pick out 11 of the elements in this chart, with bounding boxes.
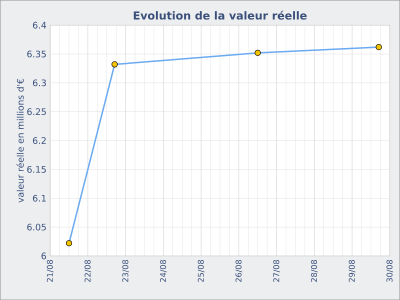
chart-title: Evolution de la valeur réelle <box>134 10 307 20</box>
y-tick-label: 6.15 <box>27 166 46 173</box>
y-tick-label: 6.3 <box>32 79 46 86</box>
y-axis-title: valeur réelle en millions d'€ <box>16 78 24 203</box>
y-tick-label: 6.05 <box>27 224 46 230</box>
y-tick-label: 6.4 <box>32 22 46 29</box>
y-tick-label: 6.1 <box>32 194 46 202</box>
y-tick-label: 6 <box>42 252 46 260</box>
y-tick-label: 6.25 <box>27 108 46 116</box>
y-tick-label: 6.35 <box>27 50 46 58</box>
y-tick-label: 6.2 <box>32 137 46 144</box>
